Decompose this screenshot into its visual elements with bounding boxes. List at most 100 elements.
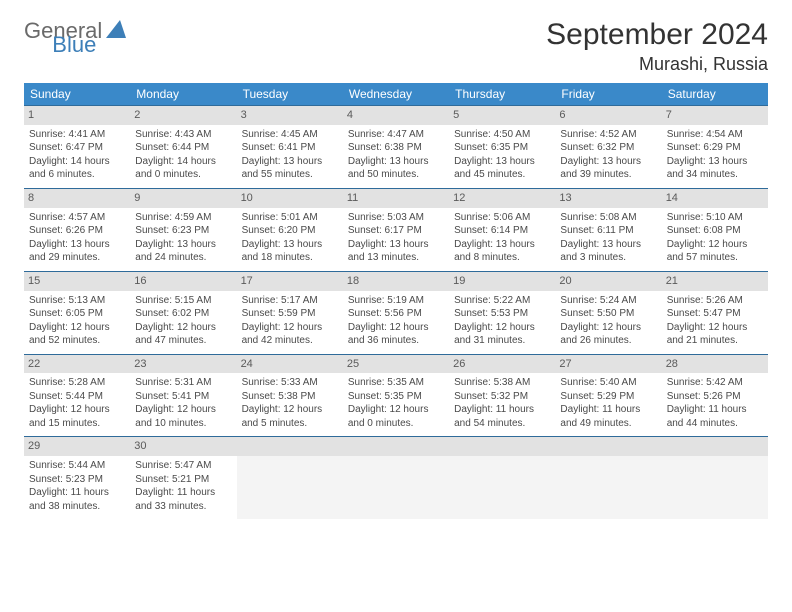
weekday-header: Monday [130, 83, 236, 106]
weekday-header: Friday [555, 83, 661, 106]
daylight-text: Daylight: 14 hours [29, 155, 125, 169]
daylight-text: Daylight: 12 hours [135, 321, 231, 335]
sunrise-text: Sunrise: 5:35 AM [348, 376, 444, 390]
day-number: 9 [130, 189, 236, 208]
day-number: 2 [130, 106, 236, 125]
calendar-day-cell: 9 Sunrise: 4:59 AMSunset: 6:23 PMDaylight… [130, 188, 236, 271]
sunrise-text: Sunrise: 5:42 AM [667, 376, 763, 390]
sunset-text: Sunset: 5:38 PM [242, 390, 338, 404]
daylight-text: Daylight: 13 hours [135, 238, 231, 252]
sunset-text: Sunset: 5:35 PM [348, 390, 444, 404]
calendar-day-cell: 1Sunrise: 4:41 AMSunset: 6:47 PMDaylight… [24, 106, 130, 189]
day-number: 20 [555, 272, 661, 291]
sunrise-text: Sunrise: 4:57 AM [29, 211, 125, 225]
sunrise-text: Sunrise: 5:17 AM [242, 294, 338, 308]
daylight-text: and 24 minutes. [135, 251, 231, 265]
daylight-text: and 49 minutes. [560, 417, 656, 431]
sunset-text: Sunset: 5:47 PM [667, 307, 763, 321]
logo: General Blue [24, 18, 170, 44]
sunrise-text: Sunrise: 5:31 AM [135, 376, 231, 390]
sunset-text: Sunset: 5:23 PM [29, 473, 125, 487]
daylight-text: Daylight: 11 hours [560, 403, 656, 417]
calendar-day-cell [449, 437, 555, 519]
day-number: 27 [555, 355, 661, 374]
sunrise-text: Sunrise: 4:59 AM [135, 211, 231, 225]
day-number: 17 [237, 272, 343, 291]
daylight-text: Daylight: 13 hours [560, 238, 656, 252]
sunset-text: Sunset: 6:23 PM [135, 224, 231, 238]
calendar-week-row: 8Sunrise: 4:57 AMSunset: 6:26 PMDaylight… [24, 188, 768, 271]
location: Murashi, Russia [546, 54, 768, 75]
calendar-table: Sunday Monday Tuesday Wednesday Thursday… [24, 83, 768, 519]
day-number: 1 [24, 106, 130, 125]
day-number: 13 [555, 189, 661, 208]
daylight-text: Daylight: 12 hours [135, 403, 231, 417]
calendar-day-cell: 25Sunrise: 5:35 AMSunset: 5:35 PMDayligh… [343, 354, 449, 437]
daylight-text: Daylight: 11 hours [29, 486, 125, 500]
day-number: 29 [24, 437, 130, 456]
weekday-header: Saturday [662, 83, 768, 106]
daylight-text: Daylight: 13 hours [667, 155, 763, 169]
daylight-text: Daylight: 11 hours [135, 486, 231, 500]
calendar-day-cell: 7Sunrise: 4:54 AMSunset: 6:29 PMDaylight… [662, 106, 768, 189]
calendar-day-cell: 28Sunrise: 5:42 AMSunset: 5:26 PMDayligh… [662, 354, 768, 437]
calendar-day-cell: 16Sunrise: 5:15 AMSunset: 6:02 PMDayligh… [130, 271, 236, 354]
sunrise-text: Sunrise: 5:26 AM [667, 294, 763, 308]
day-number-empty [343, 437, 449, 456]
daylight-text: and 29 minutes. [29, 251, 125, 265]
calendar-week-row: 15Sunrise: 5:13 AMSunset: 6:05 PMDayligh… [24, 271, 768, 354]
daylight-text: and 55 minutes. [242, 168, 338, 182]
daylight-text: and 8 minutes. [454, 251, 550, 265]
sunset-text: Sunset: 6:11 PM [560, 224, 656, 238]
day-number: 19 [449, 272, 555, 291]
calendar-day-cell [555, 437, 661, 519]
sunrise-text: Sunrise: 4:41 AM [29, 128, 125, 142]
sunrise-text: Sunrise: 5:38 AM [454, 376, 550, 390]
daylight-text: Daylight: 12 hours [29, 403, 125, 417]
daylight-text: and 10 minutes. [135, 417, 231, 431]
daylight-text: and 42 minutes. [242, 334, 338, 348]
calendar-day-cell: 11Sunrise: 5:03 AMSunset: 6:17 PMDayligh… [343, 188, 449, 271]
calendar-day-cell: 26Sunrise: 5:38 AMSunset: 5:32 PMDayligh… [449, 354, 555, 437]
calendar-day-cell: 12Sunrise: 5:06 AMSunset: 6:14 PMDayligh… [449, 188, 555, 271]
calendar-day-cell: 15Sunrise: 5:13 AMSunset: 6:05 PMDayligh… [24, 271, 130, 354]
calendar-day-cell: 13 Sunrise: 5:08 AMSunset: 6:11 PMDayligh… [555, 188, 661, 271]
day-number: 5 [449, 106, 555, 125]
day-number: 25 [343, 355, 449, 374]
day-number: 6 [555, 106, 661, 125]
triangle-icon [106, 20, 126, 43]
daylight-text: Daylight: 12 hours [29, 321, 125, 335]
sunrise-text: Sunrise: 5:03 AM [348, 211, 444, 225]
daylight-text: and 38 minutes. [29, 500, 125, 514]
sunset-text: Sunset: 6:02 PM [135, 307, 231, 321]
day-number: 8 [24, 189, 130, 208]
sunset-text: Sunset: 5:29 PM [560, 390, 656, 404]
day-number: 21 [662, 272, 768, 291]
sunrise-text: Sunrise: 5:22 AM [454, 294, 550, 308]
day-number-empty [555, 437, 661, 456]
day-number: 12 [449, 189, 555, 208]
day-number: 15 [24, 272, 130, 291]
daylight-text: Daylight: 13 hours [242, 155, 338, 169]
calendar-day-cell: 5Sunrise: 4:50 AMSunset: 6:35 PMDaylight… [449, 106, 555, 189]
sunset-text: Sunset: 5:56 PM [348, 307, 444, 321]
sunrise-text: Sunrise: 5:19 AM [348, 294, 444, 308]
daylight-text: and 18 minutes. [242, 251, 338, 265]
daylight-text: Daylight: 12 hours [560, 321, 656, 335]
daylight-text: and 47 minutes. [135, 334, 231, 348]
calendar-day-cell: 21Sunrise: 5:26 AMSunset: 5:47 PMDayligh… [662, 271, 768, 354]
sunrise-text: Sunrise: 5:13 AM [29, 294, 125, 308]
sunset-text: Sunset: 6:38 PM [348, 141, 444, 155]
daylight-text: and 31 minutes. [454, 334, 550, 348]
sunset-text: Sunset: 5:26 PM [667, 390, 763, 404]
sunrise-text: Sunrise: 5:08 AM [560, 211, 656, 225]
sunset-text: Sunset: 6:17 PM [348, 224, 444, 238]
calendar-day-cell: 22Sunrise: 5:28 AMSunset: 5:44 PMDayligh… [24, 354, 130, 437]
calendar-day-cell [662, 437, 768, 519]
weekday-header: Sunday [24, 83, 130, 106]
calendar-day-cell: 20Sunrise: 5:24 AMSunset: 5:50 PMDayligh… [555, 271, 661, 354]
day-number-empty [449, 437, 555, 456]
sunset-text: Sunset: 5:44 PM [29, 390, 125, 404]
daylight-text: and 44 minutes. [667, 417, 763, 431]
weekday-header-row: Sunday Monday Tuesday Wednesday Thursday… [24, 83, 768, 106]
